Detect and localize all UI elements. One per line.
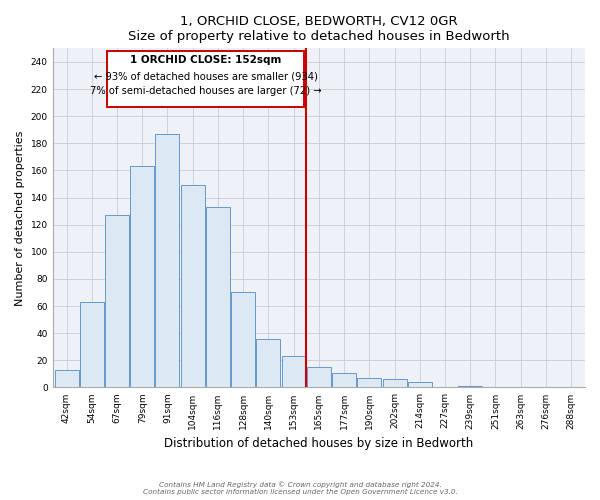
Bar <box>358 378 381 388</box>
Bar <box>181 186 205 388</box>
Bar <box>332 372 356 388</box>
FancyBboxPatch shape <box>107 51 304 106</box>
Bar <box>130 166 154 388</box>
Y-axis label: Number of detached properties: Number of detached properties <box>15 130 25 306</box>
X-axis label: Distribution of detached houses by size in Bedworth: Distribution of detached houses by size … <box>164 437 473 450</box>
Bar <box>256 338 280 388</box>
Bar <box>458 386 482 388</box>
Text: 1 ORCHID CLOSE: 152sqm: 1 ORCHID CLOSE: 152sqm <box>130 55 281 65</box>
Text: ← 93% of detached houses are smaller (934): ← 93% of detached houses are smaller (93… <box>94 72 317 82</box>
Bar <box>80 302 104 388</box>
Bar <box>206 207 230 388</box>
Bar <box>231 292 255 388</box>
Bar <box>105 215 129 388</box>
Bar <box>55 370 79 388</box>
Text: 7% of semi-detached houses are larger (72) →: 7% of semi-detached houses are larger (7… <box>90 86 322 97</box>
Bar <box>281 356 305 388</box>
Bar <box>155 134 179 388</box>
Bar <box>307 367 331 388</box>
Title: 1, ORCHID CLOSE, BEDWORTH, CV12 0GR
Size of property relative to detached houses: 1, ORCHID CLOSE, BEDWORTH, CV12 0GR Size… <box>128 15 509 43</box>
Text: Contains HM Land Registry data © Crown copyright and database right 2024.
Contai: Contains HM Land Registry data © Crown c… <box>143 481 457 495</box>
Bar <box>383 380 407 388</box>
Bar <box>408 382 432 388</box>
